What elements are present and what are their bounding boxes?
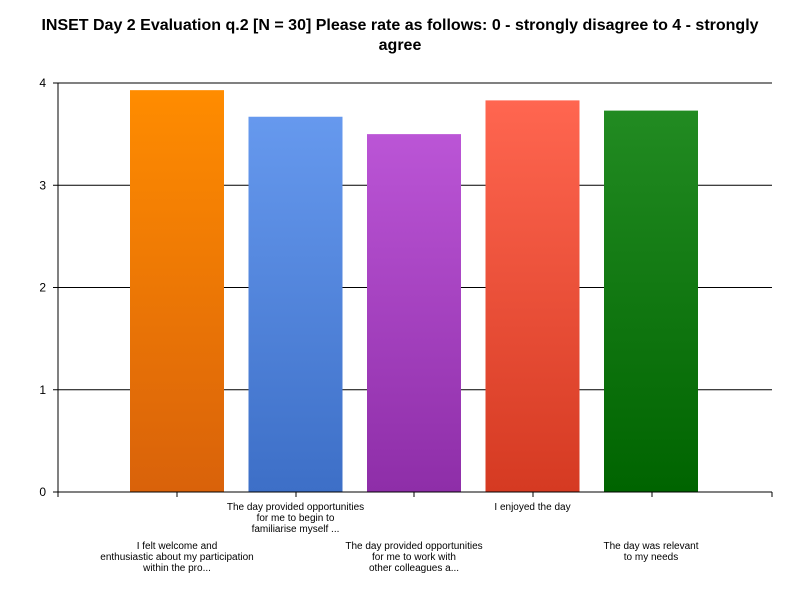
category-label-line: The day provided opportunities (226, 502, 365, 513)
category-label: I felt welcome and enthusiastic about my … (92, 541, 262, 574)
y-tick-label: 0 (39, 485, 46, 499)
category-label-line: within the pro... (143, 563, 211, 574)
category-label: The day provided opportunities for me to … (329, 541, 499, 574)
category-label-line: I enjoyed the day (494, 502, 571, 513)
category-label-line: The day was relevant (603, 541, 699, 552)
bar (604, 110, 698, 493)
y-tick-label: 1 (39, 383, 46, 397)
y-tick-label: 4 (39, 76, 46, 90)
y-tick-label: 3 (39, 178, 46, 192)
category-label-line: to my needs (623, 552, 679, 563)
category-label-line: for me to begin to (256, 513, 335, 524)
category-label-line: I felt welcome and (136, 541, 218, 552)
category-label: The day provided opportunities for me to … (211, 502, 381, 535)
bar (248, 116, 343, 493)
category-label: I enjoyed the day (448, 502, 618, 513)
bar (485, 100, 580, 492)
y-tick-label: 2 (39, 281, 46, 295)
category-label-line: other colleagues a... (368, 563, 460, 574)
bar (130, 90, 224, 492)
bars (130, 90, 698, 493)
chart-title: INSET Day 2 Evaluation q.2 [N = 30] Plea… (41, 17, 759, 54)
bar (367, 134, 461, 492)
axes: 0 1 2 3 4 (39, 76, 773, 499)
category-label-line: familiarise myself ... (251, 524, 340, 535)
category-label-line: enthusiastic about my participation (100, 552, 254, 563)
category-label-line: The day provided opportunities (345, 541, 483, 552)
category-label: The day was relevant to my needs (566, 541, 736, 563)
category-label-line: for me to work with (372, 552, 456, 563)
